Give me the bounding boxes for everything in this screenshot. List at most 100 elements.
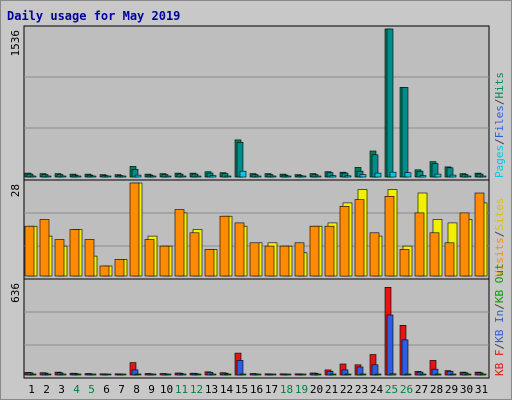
x-tick-label-day-14: 14: [220, 383, 234, 396]
bar-1-pages-day-30: [464, 175, 472, 178]
bar-1-pages-day-8: [134, 174, 142, 178]
bar-3-kb-out-day-3: [59, 373, 67, 376]
bar-2-sites-day-27: [414, 212, 425, 277]
bar-3-kb-out-day-11: [179, 373, 187, 376]
bar-3-kb-out-day-12: [194, 373, 202, 376]
x-tick-label-day-28: 28: [430, 383, 443, 396]
bar-2-sites-day-2: [39, 219, 50, 277]
legend-entry-3-2: /: [493, 343, 506, 350]
bar-2-sites-day-3: [54, 239, 65, 277]
x-tick-label-day-7: 7: [118, 383, 125, 396]
legend-entry-1-1: Pages: [493, 145, 506, 178]
chart-title: Daily usage for May 2019: [7, 9, 181, 23]
bar-2-sites-day-9: [144, 239, 155, 277]
x-tick-label-day-31: 31: [475, 383, 488, 396]
bar-3-kb-out-day-24: [374, 373, 382, 376]
bar-3-kb-out-day-22: [344, 373, 352, 376]
bar-3-kb-out-day-10: [164, 373, 172, 376]
legend-entry-2-1: Visits: [493, 237, 506, 277]
bar-2-sites-day-16: [249, 242, 260, 277]
bar-2-sites-day-13: [204, 249, 215, 277]
bar-3-kb-out-day-18: [284, 373, 292, 376]
x-tick-label-day-21: 21: [325, 383, 338, 396]
bar-2-sites-day-24: [369, 232, 380, 277]
bar-2-sites-day-20: [309, 225, 320, 277]
x-tick-label-day-11: 11: [175, 383, 188, 396]
bar-3-kb-in-day-26: [401, 339, 409, 376]
x-tick-label-day-2: 2: [43, 383, 50, 396]
bar-3-kb-out-day-23: [359, 373, 367, 376]
x-tick-label-day-19: 19: [295, 383, 308, 396]
bar-2-sites-day-15: [234, 222, 245, 277]
bar-1-pages-day-24: [374, 172, 382, 178]
bar-1-pages-day-6: [104, 175, 112, 178]
bar-3-kb-out-day-26: [404, 373, 412, 376]
bar-1-files-day-26: [401, 87, 409, 178]
bar-3-kb-out-day-9: [149, 373, 157, 376]
bar-3-kb-out-day-13: [209, 373, 217, 376]
x-tick-label-day-18: 18: [280, 383, 293, 396]
bar-1-pages-day-20: [314, 175, 322, 178]
right-legend-1: Pages/Files/Hits: [493, 72, 506, 178]
bar-1-pages-day-21: [329, 175, 337, 178]
bar-3-kb-out-day-30: [464, 373, 472, 376]
bar-2-sites-day-10: [159, 245, 170, 277]
bar-1-pages-day-5: [89, 175, 97, 178]
bar-1-pages-day-18: [284, 175, 292, 178]
bar-2-sites-day-29: [444, 242, 455, 277]
bar-1-pages-day-27: [419, 175, 427, 178]
bar-3-kb-in-day-15: [236, 360, 244, 376]
bar-1-pages-day-29: [449, 174, 457, 178]
bar-2-sites-day-25: [384, 196, 395, 277]
x-tick-label-day-5: 5: [88, 383, 95, 396]
legend-entry-3-1: KB F: [493, 350, 506, 377]
legend-entry-3-5: KB Out: [493, 263, 506, 303]
right-legend-2: Visits/Sites: [493, 198, 506, 278]
legend-entry-3-4: /: [493, 303, 506, 310]
bar-1-pages-day-25: [389, 171, 397, 178]
bar-2-sites-day-21: [324, 225, 335, 277]
bar-3-kb-out-day-8: [134, 373, 142, 376]
x-tick-label-day-29: 29: [445, 383, 458, 396]
bar-1-pages-day-11: [179, 175, 187, 178]
bar-3-kb-out-day-28: [434, 373, 442, 376]
bar-3-kb-out-day-14: [224, 373, 232, 376]
bar-2-sites-day-7: [114, 259, 125, 277]
bar-3-kb-out-day-2: [44, 373, 52, 376]
legend-entry-3-3: KB In: [493, 310, 506, 343]
bar-3-kb-out-day-7: [119, 373, 127, 376]
bar-3-kb-out-day-6: [104, 373, 112, 376]
bar-3-kb-in-day-24: [371, 364, 379, 376]
x-tick-label-day-9: 9: [148, 383, 155, 396]
bar-1-pages-day-15: [239, 170, 247, 178]
bar-2-sites-day-17: [264, 245, 275, 277]
x-tick-label-day-30: 30: [460, 383, 473, 396]
bar-3-kb-out-day-31: [479, 373, 487, 376]
bar-2-sites-day-4: [69, 229, 80, 277]
bar-2-sites-day-30: [459, 212, 470, 277]
x-tick-label-day-17: 17: [265, 383, 278, 396]
bar-2-sites-day-1: [24, 225, 35, 277]
bar-2-sites-day-28: [429, 232, 440, 277]
bar-2-sites-day-18: [279, 245, 290, 277]
legend-entry-1-2: /: [493, 138, 506, 145]
bar-1-pages-day-28: [434, 173, 442, 178]
bar-3-kb-out-day-21: [329, 373, 337, 376]
x-tick-label-day-23: 23: [355, 383, 368, 396]
chart-panel-3: [23, 278, 490, 379]
bar-1-files-day-25: [386, 28, 394, 178]
y-max-label-1: 1536: [9, 30, 22, 57]
bar-1-pages-day-12: [194, 175, 202, 178]
bar-2-sites-day-31: [474, 192, 485, 277]
y-max-label-3: 636: [9, 283, 22, 303]
bar-1-pages-day-9: [149, 175, 157, 178]
x-tick-label-day-25: 25: [385, 383, 398, 396]
bar-1-pages-day-10: [164, 175, 172, 178]
bar-1-pages-day-16: [254, 175, 262, 178]
bar-3-kb-in-day-25: [386, 314, 394, 376]
x-tick-label-day-8: 8: [133, 383, 140, 396]
bar-2-sites-day-19: [294, 242, 305, 277]
x-tick-label-day-1: 1: [28, 383, 35, 396]
chart-panel-1: [23, 25, 490, 181]
